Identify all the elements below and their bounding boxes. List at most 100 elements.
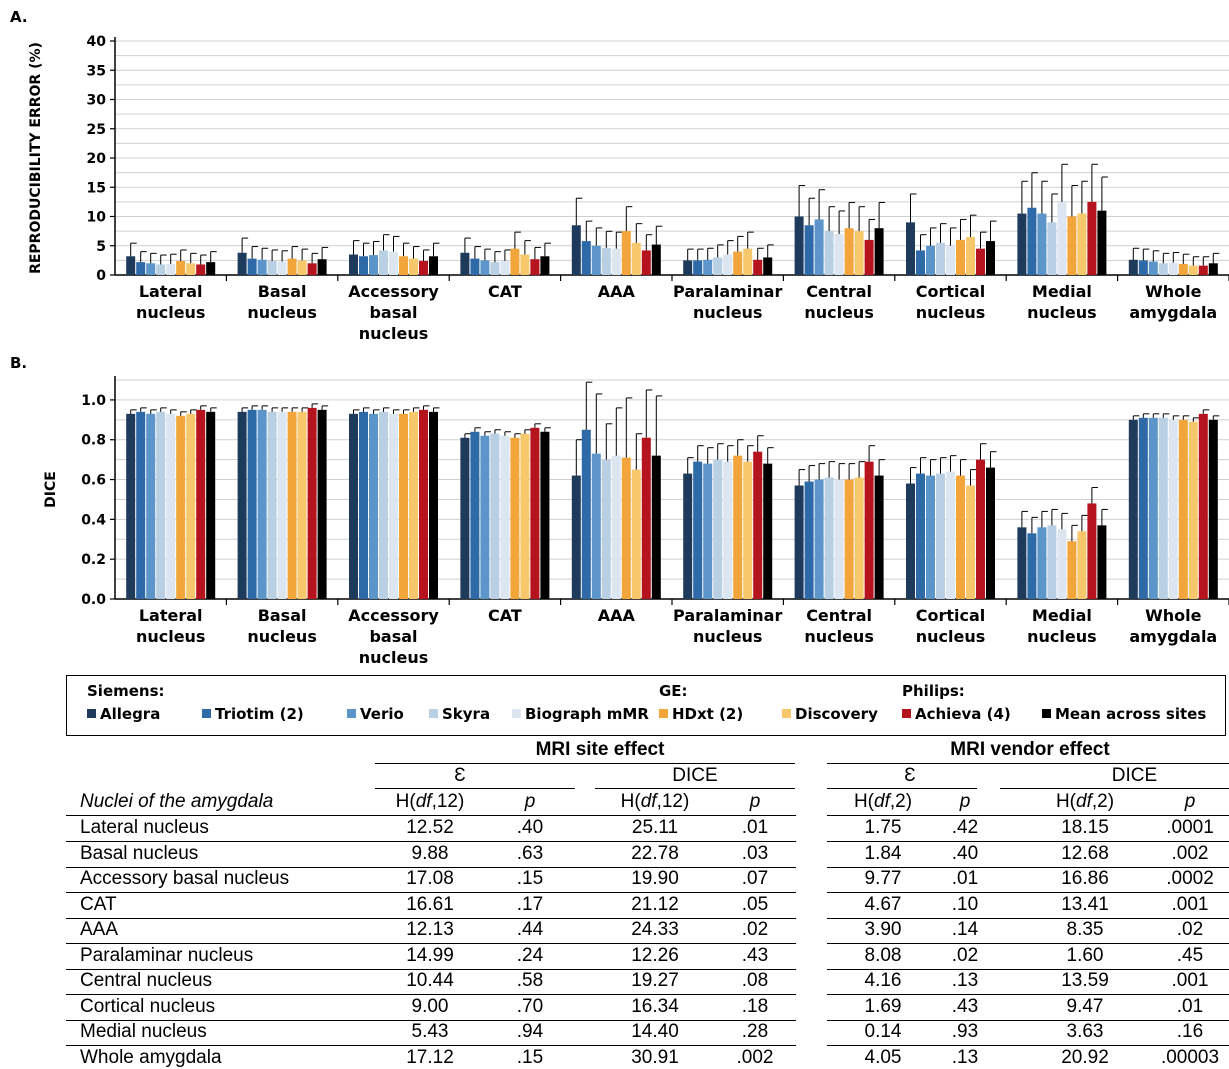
bar <box>946 245 955 275</box>
table-cell: .45 <box>1176 944 1204 966</box>
legend-item-label: Skyra <box>442 705 491 723</box>
table-cell: .02 <box>951 944 979 966</box>
x-tick-label: nucleus <box>247 627 317 646</box>
x-tick-label: Cortical <box>916 606 986 625</box>
table-cell: .0002 <box>1166 868 1214 889</box>
table-cell: .17 <box>516 893 544 915</box>
bar <box>136 411 146 599</box>
bar <box>520 254 530 275</box>
legend-item: Triotim (2) <box>202 705 304 723</box>
bar <box>1158 417 1168 599</box>
legend-item: Allegra <box>87 705 160 723</box>
table-cell: .01 <box>951 868 979 889</box>
sub-header-vendor-epsilon: Ɛ <box>904 765 916 786</box>
bar <box>733 455 743 599</box>
bar <box>713 257 723 275</box>
group-header-site: MRI site effect <box>535 739 665 760</box>
bar <box>490 433 500 599</box>
table-cell: .13 <box>951 1046 979 1068</box>
legend-item: Mean across sites <box>1042 705 1206 723</box>
bar <box>429 256 438 275</box>
bar <box>631 469 641 599</box>
bar <box>126 256 136 275</box>
bar <box>814 479 824 599</box>
bar <box>916 250 925 275</box>
legend-swatch <box>87 709 96 718</box>
bar <box>389 251 398 275</box>
bar <box>429 411 438 599</box>
x-tick-label: Basal <box>258 282 307 301</box>
x-tick-label: Medial <box>1032 282 1092 301</box>
table-cell: 10.44 <box>406 970 454 991</box>
sub-header-vendor-dice: DICE <box>1111 765 1158 786</box>
table-cell: 16.34 <box>631 995 679 1017</box>
bar <box>297 260 307 275</box>
sub-header-site-epsilon: Ɛ <box>454 765 466 786</box>
bar <box>126 413 136 599</box>
bar <box>166 263 176 275</box>
bar <box>277 261 287 275</box>
table-row-label: Medial nucleus <box>80 1021 207 1042</box>
bar <box>176 415 186 599</box>
table-cell: 12.52 <box>406 817 454 838</box>
bar <box>1077 213 1087 275</box>
x-tick-label: nucleus <box>804 627 874 646</box>
legend-vendor-label: GE: <box>659 682 688 700</box>
bar <box>976 459 985 599</box>
table-cell: .002 <box>1171 842 1209 864</box>
bar <box>906 483 915 599</box>
x-tick-label: Whole <box>1145 606 1202 625</box>
bar <box>166 413 176 599</box>
bar <box>500 260 510 275</box>
bar <box>317 409 327 599</box>
table-cell: 8.35 <box>1066 919 1104 940</box>
bar <box>379 250 388 275</box>
legend-item: Discovery <box>782 705 878 723</box>
bar <box>460 437 470 599</box>
table-cell: 14.99 <box>406 944 454 966</box>
legend-vendor-label: Philips: <box>902 682 965 700</box>
bar <box>641 250 651 275</box>
table-cell: 5.43 <box>411 1021 449 1042</box>
bar <box>186 413 196 599</box>
table-cell: 8.08 <box>864 944 902 966</box>
col-stat-header: p <box>749 791 761 812</box>
y-tick-label: 30 <box>87 93 107 109</box>
bar <box>591 245 601 275</box>
legend-vendor-label: Siemens: <box>87 682 165 700</box>
table-cell: .15 <box>516 1046 544 1068</box>
x-tick-label: basal <box>369 627 417 646</box>
bar <box>641 437 651 599</box>
bar <box>520 433 530 599</box>
table-cell: 19.90 <box>631 868 679 889</box>
table-cell: .02 <box>1176 919 1204 940</box>
legend-item-label: Discovery <box>795 705 878 723</box>
bar <box>1168 419 1178 599</box>
bar <box>1017 527 1027 599</box>
bar <box>926 475 935 599</box>
col-stat-header: H(df,12) <box>395 791 465 812</box>
x-tick-label: basal <box>369 303 417 322</box>
table-cell: 17.08 <box>406 868 454 889</box>
legend-item: Verio <box>347 705 404 723</box>
table-cell: .18 <box>741 995 769 1017</box>
bar <box>763 463 773 599</box>
x-tick-label: Lateral <box>139 282 203 301</box>
bar <box>307 407 317 599</box>
bar <box>540 431 550 599</box>
table-cell: 12.26 <box>631 944 679 966</box>
bar <box>1198 413 1208 599</box>
table-cell: .07 <box>741 868 769 889</box>
table-cell: .03 <box>741 842 769 864</box>
legend-swatch <box>512 709 521 718</box>
table-cell: .01 <box>1176 995 1204 1017</box>
x-tick-label: Central <box>806 282 872 301</box>
bar <box>723 254 733 275</box>
reproducibility-error-chart: A. 0 5 10 15 20 25 30 35 40 REPRODUCIBILITY ERROR … <box>10 8 1229 343</box>
y-tick-label: 40 <box>87 34 107 50</box>
x-tick-label: nucleus <box>916 627 986 646</box>
table-row-label: CAT <box>80 893 117 915</box>
bar <box>196 409 206 599</box>
bar <box>611 248 621 275</box>
bar <box>693 461 703 599</box>
